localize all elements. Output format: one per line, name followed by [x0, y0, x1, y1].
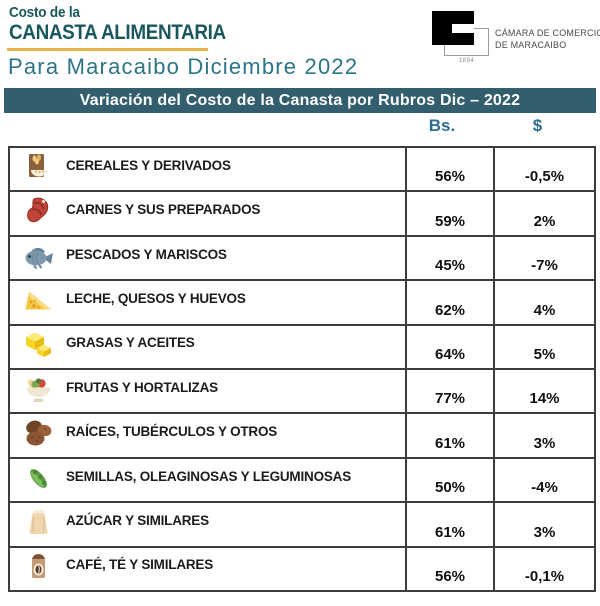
row-label: FRUTAS Y HORTALIZAS [66, 379, 218, 395]
usd-value: 4% [493, 281, 594, 324]
table-row: AZÚCAR Y SIMILARES 61% 3% [10, 503, 594, 548]
title-line1: Costo de la [9, 4, 80, 21]
table-row: FRUTAS Y HORTALIZAS 77% 14% [10, 370, 594, 415]
potatoes-icon [22, 417, 55, 450]
usd-value: -0,5% [493, 148, 594, 191]
cheese-icon [22, 284, 55, 317]
bs-value: 50% [405, 458, 493, 502]
title-line2: CANASTA ALIMENTARIA [9, 21, 226, 44]
usd-value: -4% [493, 458, 594, 502]
bs-value: 56% [405, 148, 493, 191]
sugar-sack-icon [22, 506, 55, 539]
bs-value: 56% [405, 547, 493, 591]
table-row: CAFÉ, TÉ Y SIMILARES 56% -0,1% [10, 547, 594, 591]
usd-value: 14% [493, 370, 594, 413]
gold-underline [7, 48, 208, 51]
usd-value: 3% [493, 414, 594, 457]
fish-icon [22, 240, 55, 273]
table-row: LECHE, QUESOS Y HUEVOS 62% 4% [10, 281, 594, 326]
usd-value: -0,1% [493, 547, 594, 591]
column-header-usd: $ [532, 116, 543, 135]
usd-value: 2% [493, 192, 594, 235]
row-label: GRASAS Y ACEITES [66, 335, 195, 351]
logo-org-name: CÁMARA DE COMERCIO DE MARACAIBO [495, 28, 600, 50]
bs-value: 45% [405, 236, 493, 280]
usd-value: 5% [493, 325, 594, 369]
row-label: RAÍCES, TUBÉRCULOS Y OTROS [66, 424, 278, 440]
row-label: CEREALES Y DERIVADOS [66, 157, 231, 173]
chamber-logo: 1894 CÁMARA DE COMERCIO DE MARACAIBO [432, 11, 600, 69]
page-title: Costo de la CANASTA ALIMENTARIA [9, 4, 226, 45]
bs-value: 62% [405, 281, 493, 324]
variation-table: CEREALES Y DERIVADOS 56% -0,5% CARNES Y … [8, 146, 596, 592]
usd-value: 3% [493, 503, 594, 546]
logo-c-mark-icon [432, 11, 474, 45]
row-label: CARNES Y SUS PREPARADOS [66, 202, 261, 218]
butter-icon [22, 328, 55, 361]
table-row: PESCADOS Y MARISCOS 45% -7% [10, 236, 594, 282]
page-subtitle: Para Maracaibo Diciembre 2022 [8, 54, 359, 79]
row-label: SEMILLAS, OLEAGINOSAS Y LEGUMINOSAS [66, 468, 352, 484]
bs-value: 61% [405, 414, 493, 457]
fruit-bowl-icon [22, 373, 55, 406]
cereal-box-icon [22, 151, 55, 184]
row-label: PESCADOS Y MARISCOS [66, 246, 227, 262]
coffee-bag-icon [22, 550, 55, 583]
bs-value: 59% [405, 192, 493, 235]
bs-value: 61% [405, 503, 493, 546]
table-row: RAÍCES, TUBÉRCULOS Y OTROS 61% 3% [10, 414, 594, 459]
logo-year: 1894 [458, 58, 475, 64]
bs-value: 64% [405, 325, 493, 369]
table-row: CARNES Y SUS PREPARADOS 59% 2% [10, 192, 594, 237]
bs-value: 77% [405, 370, 493, 413]
table-row: GRASAS Y ACEITES 64% 5% [10, 325, 594, 371]
row-label: AZÚCAR Y SIMILARES [66, 512, 209, 528]
table-row: SEMILLAS, OLEAGINOSAS Y LEGUMINOSAS 50% … [10, 458, 594, 504]
row-label: CAFÉ, TÉ Y SIMILARES [66, 557, 214, 573]
pea-pod-icon [22, 462, 55, 495]
row-label: LECHE, QUESOS Y HUEVOS [66, 290, 246, 306]
usd-value: -7% [493, 236, 594, 280]
meat-icon [22, 195, 55, 228]
column-header-bs: Bs. [428, 116, 456, 135]
section-banner: Variación del Costo de la Canasta por Ru… [4, 88, 596, 113]
table-row: CEREALES Y DERIVADOS 56% -0,5% [10, 148, 594, 193]
